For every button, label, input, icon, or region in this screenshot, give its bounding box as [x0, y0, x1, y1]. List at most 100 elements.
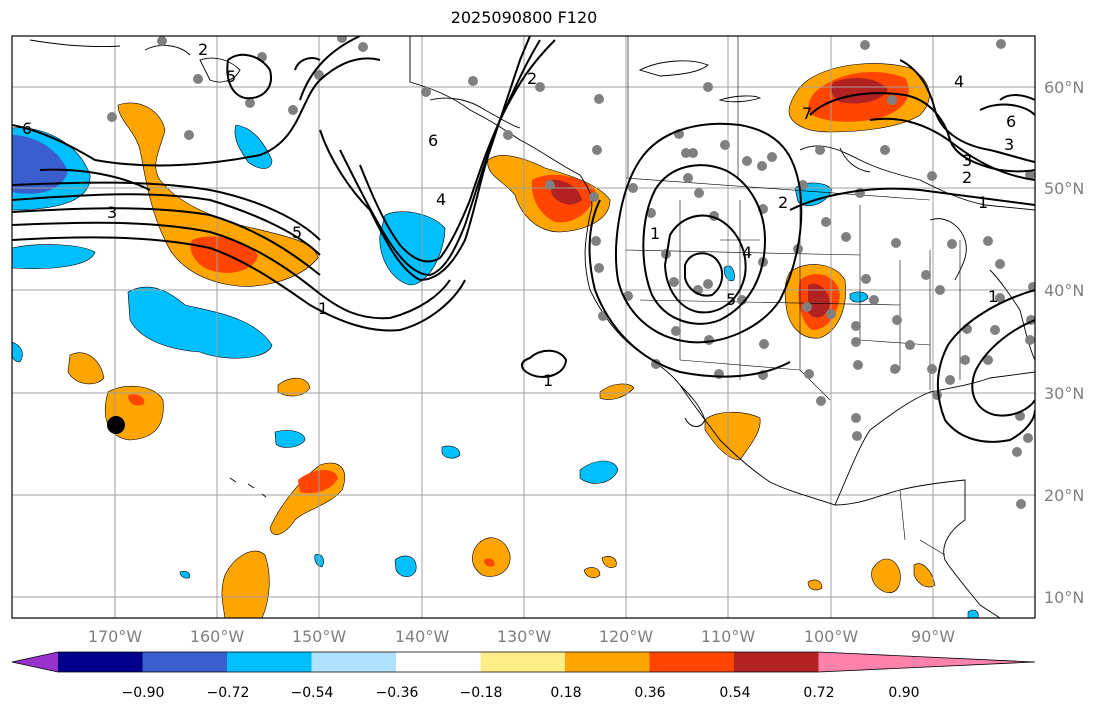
- anomaly-patch: [484, 558, 495, 567]
- colorbar-tick: −0.90: [122, 685, 165, 701]
- anomaly-patch: [12, 135, 68, 194]
- anomaly-patch: [601, 556, 617, 568]
- contour-label: 1: [978, 193, 988, 212]
- anomaly-patch: [379, 211, 446, 286]
- coastlines: [29, 36, 1035, 618]
- colorbar-tick: −0.72: [207, 685, 250, 701]
- colorbar-cell: [734, 652, 819, 672]
- colorbar-tick: 0.72: [803, 685, 834, 701]
- contour-label: 2: [527, 69, 537, 88]
- colorbar: −0.90 −0.72 −0.54 −0.36 −0.18 0.18 0.36 …: [11, 651, 1036, 701]
- colorbar-cell: [227, 652, 312, 672]
- map-area: 6 3 5 1 5 2 6 4 2 1 7 4 3 2 6 3 2 1 1 4 …: [12, 36, 1035, 618]
- contour-label: 2: [962, 168, 972, 187]
- anomaly-patch: [234, 124, 273, 169]
- anomaly-patch: [913, 563, 936, 588]
- colorbar-outline: [11, 651, 1036, 673]
- anomaly-patch: [967, 609, 979, 618]
- anomaly-patch: [128, 394, 145, 406]
- lat-label: 20°N: [1044, 486, 1084, 505]
- colorbar-extend-max: [818, 652, 1035, 672]
- lat-label: 50°N: [1044, 179, 1084, 198]
- latitude-labels: 60°N 50°N 40°N 30°N 20°N 10°N: [1044, 78, 1084, 607]
- contour-label: 5: [726, 290, 736, 309]
- contour-lines: [12, 36, 1035, 443]
- lon-label: 170°W: [88, 627, 143, 646]
- lat-label: 40°N: [1044, 281, 1084, 300]
- colorbar-cell: [58, 652, 143, 672]
- lon-label: 130°W: [497, 627, 552, 646]
- graticule: [12, 36, 1035, 618]
- negative-anomaly-fields: [12, 124, 979, 618]
- anomaly-patch: [807, 579, 823, 591]
- contour-label: 2: [198, 40, 208, 59]
- colorbar-cell: [396, 652, 481, 672]
- map-frame: [11, 35, 1036, 619]
- lat-label: 10°N: [1044, 588, 1084, 607]
- anomaly-patch: [808, 283, 830, 318]
- contour-label: 4: [436, 190, 446, 209]
- contour-label: 4: [954, 72, 964, 91]
- anomaly-patch: [472, 537, 511, 577]
- colorbar-cell: [480, 652, 566, 672]
- contour-label: 7: [802, 104, 812, 123]
- anomaly-patch: [583, 567, 601, 579]
- longitude-labels: 170°W 160°W 150°W 140°W 130°W 120°W 110°…: [88, 627, 955, 646]
- anomaly-patch: [394, 555, 417, 578]
- colorbar-cell: [142, 652, 228, 672]
- anomaly-patch: [599, 383, 635, 400]
- anomaly-patch: [298, 469, 338, 494]
- lon-label: 140°W: [395, 627, 450, 646]
- colorbar-tick: −0.36: [376, 685, 419, 701]
- lat-label: 60°N: [1044, 78, 1084, 97]
- contour-label: 1: [318, 299, 328, 318]
- anomaly-patch: [221, 550, 270, 618]
- colorbar-tick: −0.54: [291, 685, 334, 701]
- contour-label: 3: [962, 151, 972, 170]
- colorbar-tick: 0.18: [550, 685, 581, 701]
- anomaly-patch: [849, 291, 869, 303]
- anomaly-patch: [723, 265, 735, 281]
- anomaly-patch: [12, 341, 23, 363]
- contour-label: 6: [428, 131, 438, 150]
- colorbar-tick: 0.54: [719, 685, 750, 701]
- contour-label: 5: [226, 67, 236, 86]
- anomaly-patch: [871, 558, 901, 593]
- colorbar-tick-labels: −0.90 −0.72 −0.54 −0.36 −0.18 0.18 0.36 …: [122, 685, 920, 701]
- lon-label: 90°W: [911, 627, 955, 646]
- contour-label: 4: [742, 243, 752, 262]
- anomaly-patch: [277, 377, 311, 397]
- contour-label: 1: [650, 224, 660, 243]
- contour-label: 5: [292, 223, 302, 242]
- lon-label: 120°W: [599, 627, 654, 646]
- contour-label: 1: [543, 371, 553, 390]
- colorbar-tick: 0.36: [634, 685, 665, 701]
- contour-label: 3: [1004, 135, 1014, 154]
- anomaly-patch: [12, 244, 96, 269]
- anomaly-patch: [704, 411, 761, 461]
- anomaly-patch: [274, 430, 306, 448]
- colorbar-tick: 0.90: [888, 685, 919, 701]
- anomaly-patch: [190, 236, 258, 273]
- contour-labels: 6 3 5 1 5 2 6 4 2 1 7 4 3 2 6 3 2 1 1 4 …: [22, 40, 1016, 390]
- anomaly-patch: [441, 445, 461, 459]
- lon-label: 160°W: [190, 627, 245, 646]
- anomaly-patch: [67, 352, 105, 385]
- storm-position-marker: [107, 416, 125, 434]
- colorbar-tick: −0.18: [460, 685, 503, 701]
- contour-label: 6: [1006, 112, 1016, 131]
- lat-label: 30°N: [1044, 384, 1084, 403]
- colorbar-cell: [311, 652, 397, 672]
- colorbar-cell: [649, 652, 735, 672]
- colorbar-cell: [565, 652, 650, 672]
- anomaly-patch: [579, 460, 619, 484]
- map-title: 2025090800 F120: [450, 8, 598, 27]
- anomaly-patch: [127, 286, 273, 359]
- lon-label: 150°W: [292, 627, 347, 646]
- contour-label: 1: [988, 287, 998, 306]
- contour-label: 2: [778, 193, 788, 212]
- contour-label: 6: [22, 119, 32, 138]
- lon-label: 110°W: [701, 627, 756, 646]
- anomaly-patch: [179, 571, 191, 579]
